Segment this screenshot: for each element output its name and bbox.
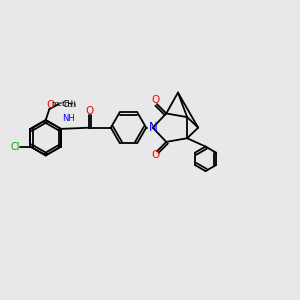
Text: O: O <box>152 150 160 160</box>
Text: Cl: Cl <box>11 142 20 152</box>
Text: O: O <box>152 95 160 105</box>
Text: O: O <box>85 106 93 116</box>
Text: NH: NH <box>62 114 75 123</box>
Text: O: O <box>46 100 55 110</box>
Text: CH₃: CH₃ <box>62 100 76 109</box>
Text: methyl: methyl <box>51 100 75 106</box>
Text: N: N <box>149 121 158 134</box>
